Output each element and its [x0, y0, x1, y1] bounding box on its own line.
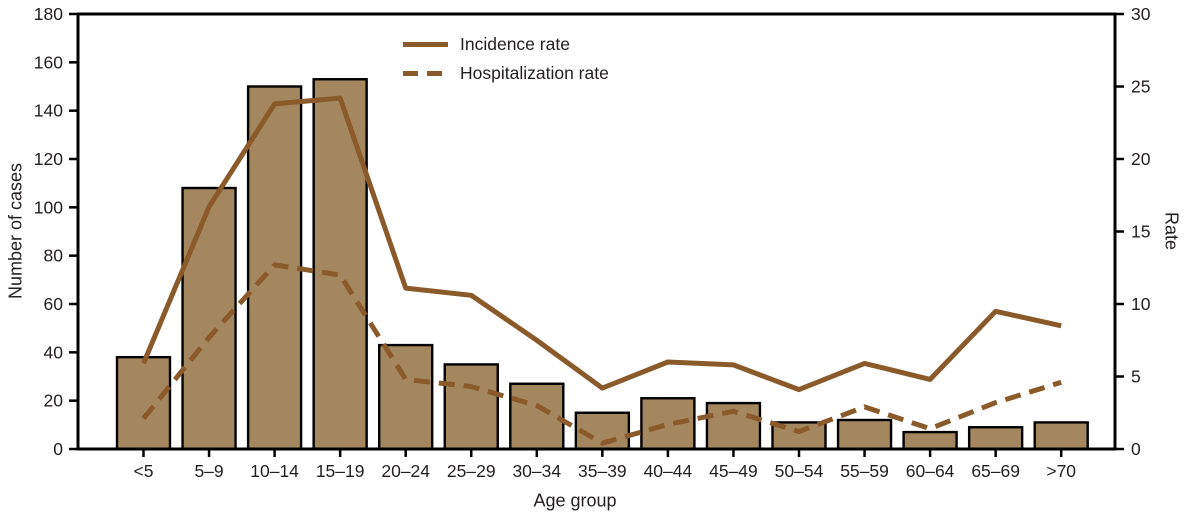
- left-axis-tick-label: 80: [44, 246, 64, 266]
- hospitalization-rate-line: [141, 262, 1062, 446]
- legend-label-hospitalization: Hospitalization rate: [460, 62, 609, 83]
- left-axis-tick-label: 100: [34, 197, 63, 217]
- left-axis-tick-label: 60: [44, 294, 64, 314]
- right-axis-tick-label: 25: [1131, 77, 1150, 97]
- x-axis-tick-label: 45–49: [709, 461, 758, 481]
- right-axis-tick-label: 15: [1131, 222, 1150, 242]
- bar: [115, 355, 172, 451]
- bar: [967, 426, 1024, 451]
- right-axis-title: Rate: [1161, 211, 1182, 251]
- x-axis-title: Age group: [533, 490, 617, 511]
- bar: [246, 85, 303, 451]
- left-axis-tick-label: 180: [34, 4, 63, 24]
- legend-label-incidence: Incidence rate: [460, 33, 570, 54]
- x-axis-tick-label: 10–14: [250, 461, 299, 481]
- x-axis-tick-label: 50–54: [775, 461, 824, 481]
- legend-item-incidence: Incidence rate: [403, 30, 609, 58]
- incidence-rate-line: [141, 95, 1062, 393]
- right-axis-tick-label: 5: [1131, 367, 1141, 387]
- x-axis-tick-label: 60–64: [906, 461, 955, 481]
- left-axis-tick-label: 160: [34, 52, 63, 72]
- left-axis-title: Number of cases: [5, 162, 26, 300]
- bar: [443, 363, 499, 451]
- bar: [640, 397, 696, 451]
- right-axis-tick-label: 20: [1131, 149, 1151, 169]
- x-axis-tick-label: 65–69: [971, 461, 1020, 481]
- bar: [509, 382, 565, 451]
- incidence-line-swatch: [403, 41, 448, 47]
- x-axis-tick-label: 25–29: [447, 461, 496, 481]
- x-axis-tick-label: 15–19: [316, 461, 365, 481]
- x-axis-tick-label: <5: [134, 461, 154, 481]
- legend-item-hospitalization: Hospitalization rate: [403, 59, 609, 87]
- x-axis-tick-label: 35–39: [578, 461, 627, 481]
- left-axis-tick-label: 120: [34, 149, 63, 169]
- left-axis-tick-label: 20: [44, 391, 64, 411]
- bar: [836, 418, 893, 451]
- x-axis-tick-label: 40–44: [644, 461, 693, 481]
- bar: [1033, 421, 1089, 451]
- legend: Incidence rate Hospitalization rate: [403, 30, 609, 87]
- bar: [378, 343, 434, 451]
- x-axis-tick-label: 5–9: [194, 461, 223, 481]
- hospitalization-line-swatch: [403, 70, 448, 76]
- right-axis-tick-label: 0: [1131, 439, 1141, 459]
- bar: [312, 78, 368, 451]
- left-axis-tick-label: 40: [44, 342, 64, 362]
- right-axis-tick-label: 10: [1131, 294, 1151, 314]
- x-axis-tick-label: >70: [1046, 461, 1076, 481]
- left-axis-tick-label: 140: [34, 101, 63, 121]
- x-axis-tick-label: 30–34: [512, 461, 561, 481]
- x-axis-tick-label: 55–59: [840, 461, 889, 481]
- left-axis-tick-label: 0: [53, 439, 63, 459]
- right-axis-tick-label: 30: [1131, 4, 1151, 24]
- x-axis-tick-label: 20–24: [381, 461, 430, 481]
- bar: [902, 430, 958, 451]
